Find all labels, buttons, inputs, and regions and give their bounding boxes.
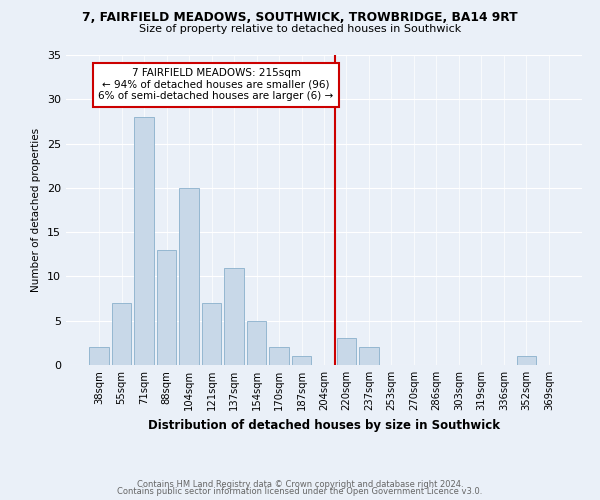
Bar: [269, 348, 289, 365]
Bar: [224, 268, 244, 365]
Text: 7, FAIRFIELD MEADOWS, SOUTHWICK, TROWBRIDGE, BA14 9RT: 7, FAIRFIELD MEADOWS, SOUTHWICK, TROWBRI…: [82, 11, 518, 24]
Bar: [202, 303, 221, 365]
Bar: [112, 303, 131, 365]
Bar: [134, 117, 154, 365]
Text: 7 FAIRFIELD MEADOWS: 215sqm
← 94% of detached houses are smaller (96)
6% of semi: 7 FAIRFIELD MEADOWS: 215sqm ← 94% of det…: [98, 68, 334, 102]
Text: Size of property relative to detached houses in Southwick: Size of property relative to detached ho…: [139, 24, 461, 34]
Text: Contains public sector information licensed under the Open Government Licence v3: Contains public sector information licen…: [118, 487, 482, 496]
Text: Contains HM Land Registry data © Crown copyright and database right 2024.: Contains HM Land Registry data © Crown c…: [137, 480, 463, 489]
X-axis label: Distribution of detached houses by size in Southwick: Distribution of detached houses by size …: [148, 418, 500, 432]
Bar: [157, 250, 176, 365]
Bar: [517, 356, 536, 365]
Bar: [337, 338, 356, 365]
Bar: [292, 356, 311, 365]
Bar: [247, 320, 266, 365]
Bar: [359, 348, 379, 365]
Y-axis label: Number of detached properties: Number of detached properties: [31, 128, 41, 292]
Bar: [179, 188, 199, 365]
Bar: [89, 348, 109, 365]
